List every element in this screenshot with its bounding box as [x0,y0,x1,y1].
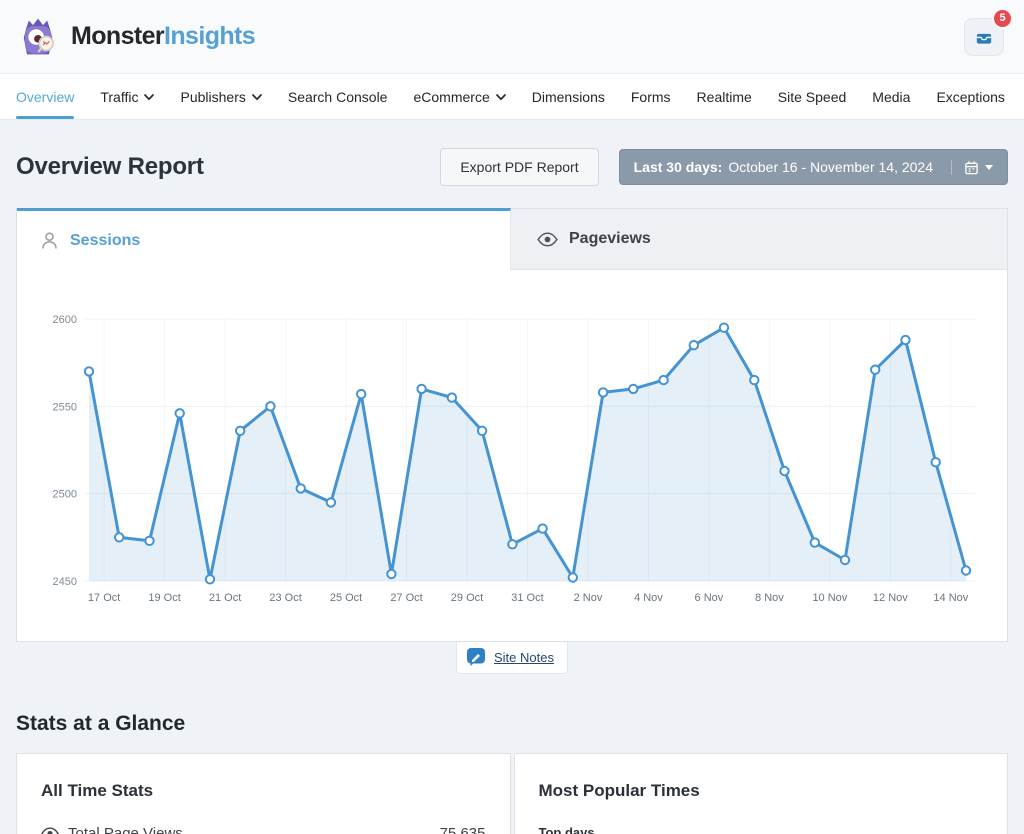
inbox-icon [973,26,995,48]
nav-item-overview[interactable]: Overview [16,74,75,119]
sessions-line-chart: 2450 2500 2550 2600 17 Oct 19 Oct 21 Oct 23 Oct… [53,314,975,604]
svg-text:2600: 2600 [53,314,77,326]
caret-down-icon [985,164,993,170]
main-navigation: Overview Traffic Publishers Search Conso… [0,74,1024,120]
nav-item-publishers[interactable]: Publishers [180,74,262,119]
svg-text:23 Oct: 23 Oct [269,592,301,604]
svg-text:12 Nov: 12 Nov [873,592,908,604]
stats-at-a-glance-heading: Stats at a Glance [16,712,186,735]
calendar-icon [964,160,979,175]
date-range-picker-button[interactable]: Last 30 days: October 16 - November 14, … [618,149,1008,185]
nav-item-traffic[interactable]: Traffic [100,74,155,119]
svg-text:17 Oct: 17 Oct [88,592,120,604]
svg-text:27 Oct: 27 Oct [390,592,422,604]
svg-text:2 Nov: 2 Nov [574,592,603,604]
svg-text:2550: 2550 [53,401,77,413]
all-time-stats-card: All Time Stats Total Page Views 75,635 [16,753,511,834]
tab-sessions-label: Sessions [70,231,141,249]
nav-item-dimensions[interactable]: Dimensions [531,88,605,105]
report-tabs: Sessions Pageviews [17,208,1007,270]
svg-text:25 Oct: 25 Oct [330,592,362,604]
svg-text:31 Oct: 31 Oct [511,592,543,604]
date-range-value: October 16 - November 14, 2024 [728,159,933,175]
svg-text:10 Nov: 10 Nov [812,592,847,604]
date-range-label: Last 30 days: [633,159,723,175]
overview-report-card: Sessions Pageviews 2450 2500 2550 2600 17 Oc… [16,208,1008,642]
eye-icon [41,827,59,834]
notification-count-badge: 5 [992,7,1013,29]
svg-text:2450: 2450 [53,576,77,588]
most-popular-times-title: Most Popular Times [538,781,700,800]
export-pdf-button[interactable]: Export PDF Report [440,148,599,186]
site-notes-button[interactable]: Site Notes [456,642,568,674]
svg-text:21 Oct: 21 Oct [209,592,241,604]
top-days-label: Top days [538,825,595,834]
nav-item-search-console[interactable]: Search Console [287,88,388,105]
toolbar-actions: Export PDF Report Last 30 days: October … [440,148,1008,186]
eye-icon [537,231,558,247]
chevron-down-icon [144,94,155,101]
report-toolbar: Overview Report Export PDF Report Last 3… [16,148,1008,186]
nav-item-realtime[interactable]: Realtime [696,88,752,105]
svg-text:2500: 2500 [53,489,77,501]
notifications-button[interactable]: 5 [964,7,1013,56]
nav-item-exceptions[interactable]: Exceptions [936,88,1005,105]
nav-item-site-speed[interactable]: Site Speed [777,88,847,105]
total-page-views-label: Total Page Views [68,825,183,834]
brand: MonsterInsights [16,15,256,59]
total-page-views-value: 75,635 [439,825,486,834]
most-popular-times-card: Most Popular Times Top days [513,753,1008,834]
svg-text:29 Oct: 29 Oct [451,592,483,604]
person-icon [40,231,59,250]
site-notes-row: Site Notes [16,642,1008,674]
chevron-down-icon [252,94,262,101]
all-time-stats-title: All Time Stats [41,781,154,800]
stats-grid: All Time Stats Total Page Views 75,635 M… [16,753,1008,834]
nav-item-forms[interactable]: Forms [630,88,671,105]
svg-text:14 Nov: 14 Nov [933,592,968,604]
tab-pageviews-label: Pageviews [569,230,651,247]
chevron-down-icon [495,94,506,101]
svg-text:8 Nov: 8 Nov [755,592,784,604]
svg-text:19 Oct: 19 Oct [148,592,180,604]
tab-sessions[interactable]: Sessions [17,208,511,270]
nav-item-ecommerce[interactable]: eCommerce [413,74,506,119]
svg-text:4 Nov: 4 Nov [634,592,663,604]
nav-item-media[interactable]: Media [872,88,911,105]
site-notes-label: Site Notes [494,649,554,665]
pencil-note-icon [466,647,486,667]
brand-name: MonsterInsights [71,22,256,50]
sessions-chart-container: 2450 2500 2550 2600 17 Oct 19 Oct 21 Oct 23 Oct… [17,270,1007,641]
calendar-segment [951,159,993,175]
page-title: Overview Report [16,153,204,180]
svg-text:6 Nov: 6 Nov [695,592,724,604]
monsterinsights-logo-icon [16,15,60,59]
top-bar: MonsterInsights 5 [0,0,1024,74]
content-area: Overview Report Export PDF Report Last 3… [0,120,1024,834]
tab-pageviews[interactable]: Pageviews [511,208,1007,270]
total-page-views-row: Total Page Views 75,635 [41,825,486,834]
